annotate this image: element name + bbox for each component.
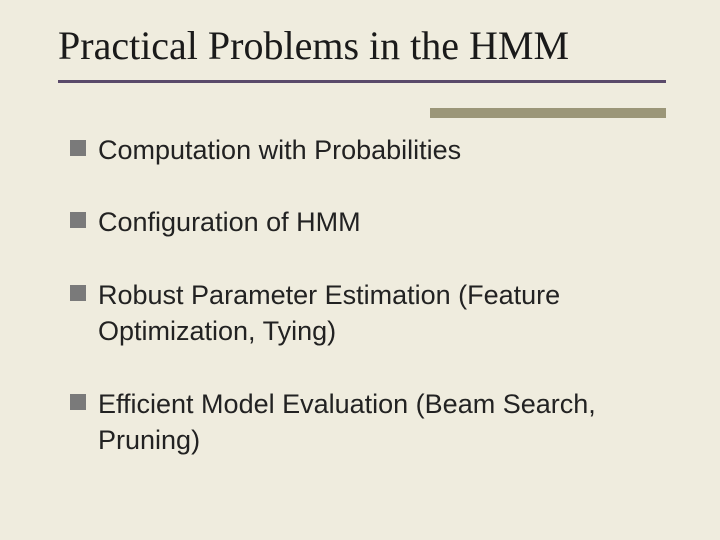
square-bullet-icon [70,285,86,301]
slide-title: Practical Problems in the HMM [58,22,569,69]
bullet-list: Computation with Probabilities Configura… [70,132,662,495]
bullet-text: Configuration of HMM [98,204,361,240]
title-underline [58,80,666,83]
bullet-item: Configuration of HMM [70,204,662,240]
bullet-item: Robust Parameter Estimation (Feature Opt… [70,277,662,350]
bullet-item: Computation with Probabilities [70,132,662,168]
slide-container: Practical Problems in the HMM Computatio… [0,0,720,540]
accent-bar [430,108,666,118]
bullet-text: Efficient Model Evaluation (Beam Search,… [98,386,662,459]
square-bullet-icon [70,140,86,156]
square-bullet-icon [70,394,86,410]
bullet-text: Robust Parameter Estimation (Feature Opt… [98,277,662,350]
square-bullet-icon [70,212,86,228]
bullet-text: Computation with Probabilities [98,132,461,168]
bullet-item: Efficient Model Evaluation (Beam Search,… [70,386,662,459]
